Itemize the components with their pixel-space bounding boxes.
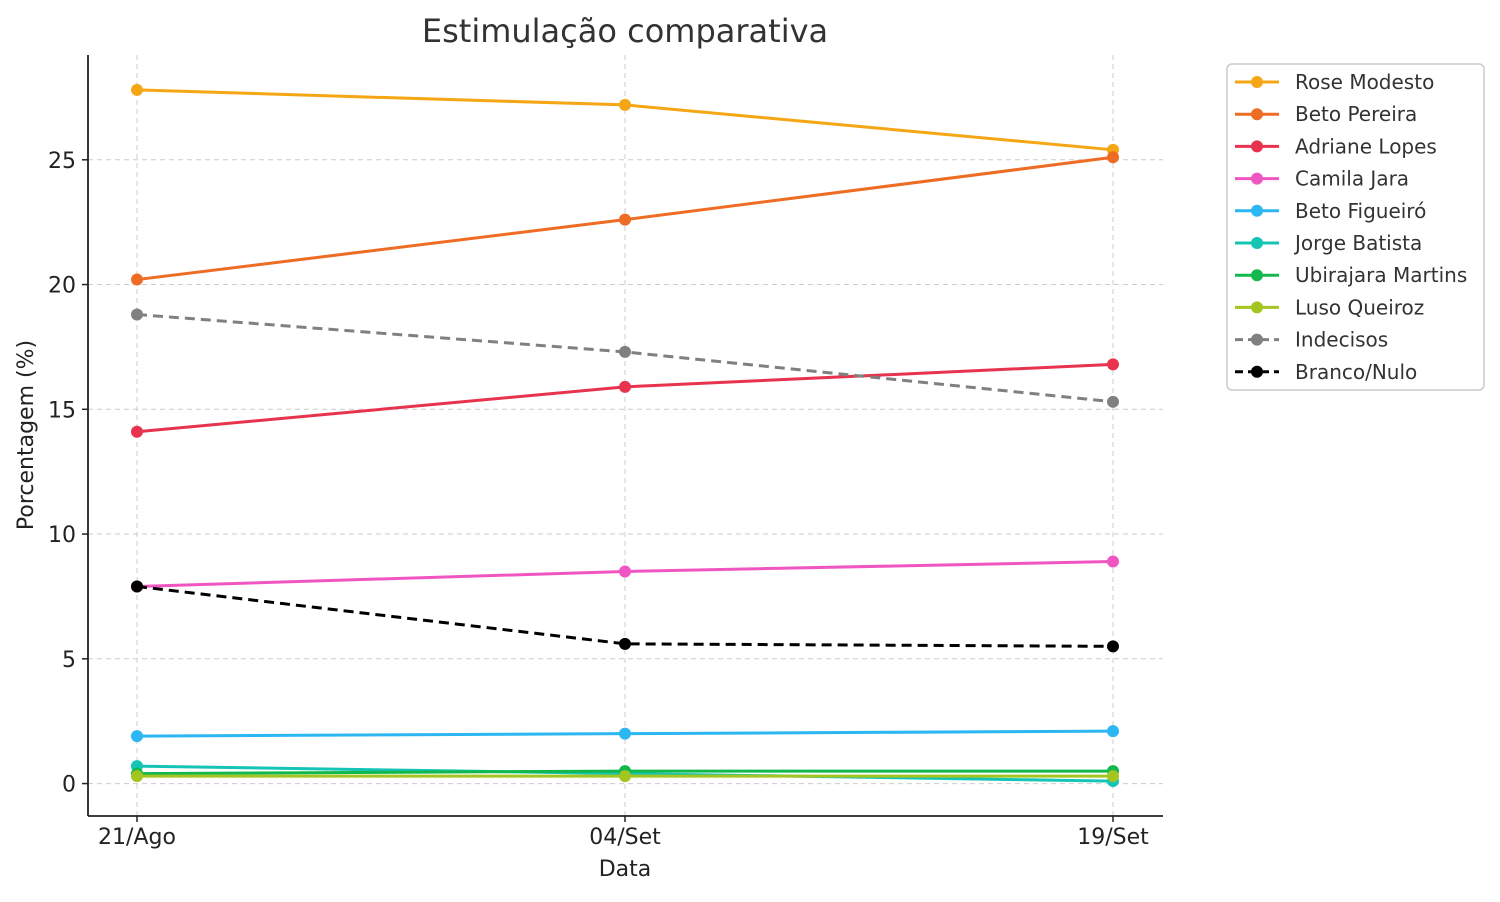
legend-swatch-marker (1251, 333, 1263, 346)
legend: Rose Modesto Beto Pereira Adriane Lopes Cam… (1226, 63, 1485, 391)
legend-label: Branco/Nulo (1295, 360, 1417, 384)
data-point (619, 345, 631, 358)
x-tick-label: 19/Set (1077, 825, 1149, 850)
legend-swatch-marker (1251, 301, 1263, 314)
data-point (131, 308, 143, 321)
data-point (619, 637, 631, 650)
legend-swatch-marker (1251, 237, 1263, 249)
data-point (131, 730, 143, 743)
data-point (1107, 725, 1119, 738)
data-point (131, 273, 143, 286)
legend-item: Indecisos (1235, 328, 1388, 352)
series-group (131, 151, 1119, 286)
series-group (131, 358, 1119, 438)
legend-item: Rose Modesto (1235, 70, 1434, 94)
x-tick-label: 04/Set (589, 825, 661, 850)
y-tick-label: 15 (48, 398, 76, 423)
legend-item: Beto Pereira (1235, 102, 1417, 126)
data-point (131, 580, 143, 593)
data-point (1107, 151, 1119, 164)
legend-swatch-marker (1251, 140, 1263, 153)
x-axis-label: Data (599, 857, 652, 882)
legend-label: Adriane Lopes (1295, 134, 1437, 158)
y-axis-label: Porcentagem (%) (14, 340, 39, 530)
legend-item: Luso Queiroz (1235, 295, 1424, 319)
legend-label: Beto Pereira (1295, 102, 1417, 126)
legend-item: Jorge Batista (1235, 231, 1422, 255)
series-group (131, 308, 1119, 408)
data-point (619, 380, 631, 393)
data-point (1107, 395, 1119, 408)
series-group (131, 580, 1119, 653)
legend-swatch-marker (1251, 76, 1263, 88)
data-point (1107, 358, 1119, 371)
data-point (131, 425, 143, 438)
y-tick-label: 25 (48, 149, 76, 174)
legend-label: Camila Jara (1295, 167, 1409, 191)
legend-swatch-marker (1251, 365, 1263, 378)
legend-item: Adriane Lopes (1235, 134, 1437, 158)
legend-label: Indecisos (1295, 328, 1388, 352)
y-tick-label: 10 (48, 523, 76, 548)
data-point (1107, 770, 1119, 783)
data-point (1107, 555, 1119, 568)
legend-label: Ubirajara Martins (1295, 263, 1467, 287)
y-tick-label: 20 (48, 274, 76, 299)
data-point (619, 770, 631, 783)
chart-title: Estimulação comparativa (422, 12, 828, 50)
legend-label: Luso Queiroz (1295, 295, 1424, 319)
legend-item: Camila Jara (1235, 167, 1409, 191)
data-point (131, 83, 143, 96)
series-group (131, 725, 1119, 743)
legend-swatch-marker (1251, 204, 1263, 217)
legend-label: Jorge Batista (1293, 231, 1422, 255)
x-tick-label: 21/Ago (98, 825, 176, 850)
legend-swatch-marker (1251, 108, 1263, 121)
legend-swatch-marker (1251, 172, 1263, 185)
y-tick-label: 5 (62, 648, 76, 673)
data-point (619, 565, 631, 578)
legend-swatch-marker (1251, 269, 1263, 282)
legend-item: Branco/Nulo (1235, 360, 1417, 384)
legend-item: Beto Figueiró (1235, 199, 1426, 223)
series (131, 83, 1119, 788)
data-point (619, 213, 631, 226)
data-point (131, 770, 143, 783)
series-line (136, 584, 1114, 648)
legend-item: Ubirajara Martins (1235, 263, 1467, 287)
y-tick-label: 0 (62, 773, 76, 798)
data-point (1107, 640, 1119, 653)
tick-labels: 21/Ago 04/Set 19/Set 0 5 10 15 20 25 (48, 149, 1149, 850)
data-point (619, 727, 631, 740)
data-point (619, 98, 631, 111)
legend-box (1226, 63, 1485, 391)
legend-items: Rose Modesto Beto Pereira Adriane Lopes Cam… (1235, 70, 1467, 384)
legend-label: Rose Modesto (1295, 70, 1434, 94)
series-group (131, 770, 1119, 783)
legend-label: Beto Figueiró (1295, 199, 1426, 223)
grid (88, 55, 1163, 816)
